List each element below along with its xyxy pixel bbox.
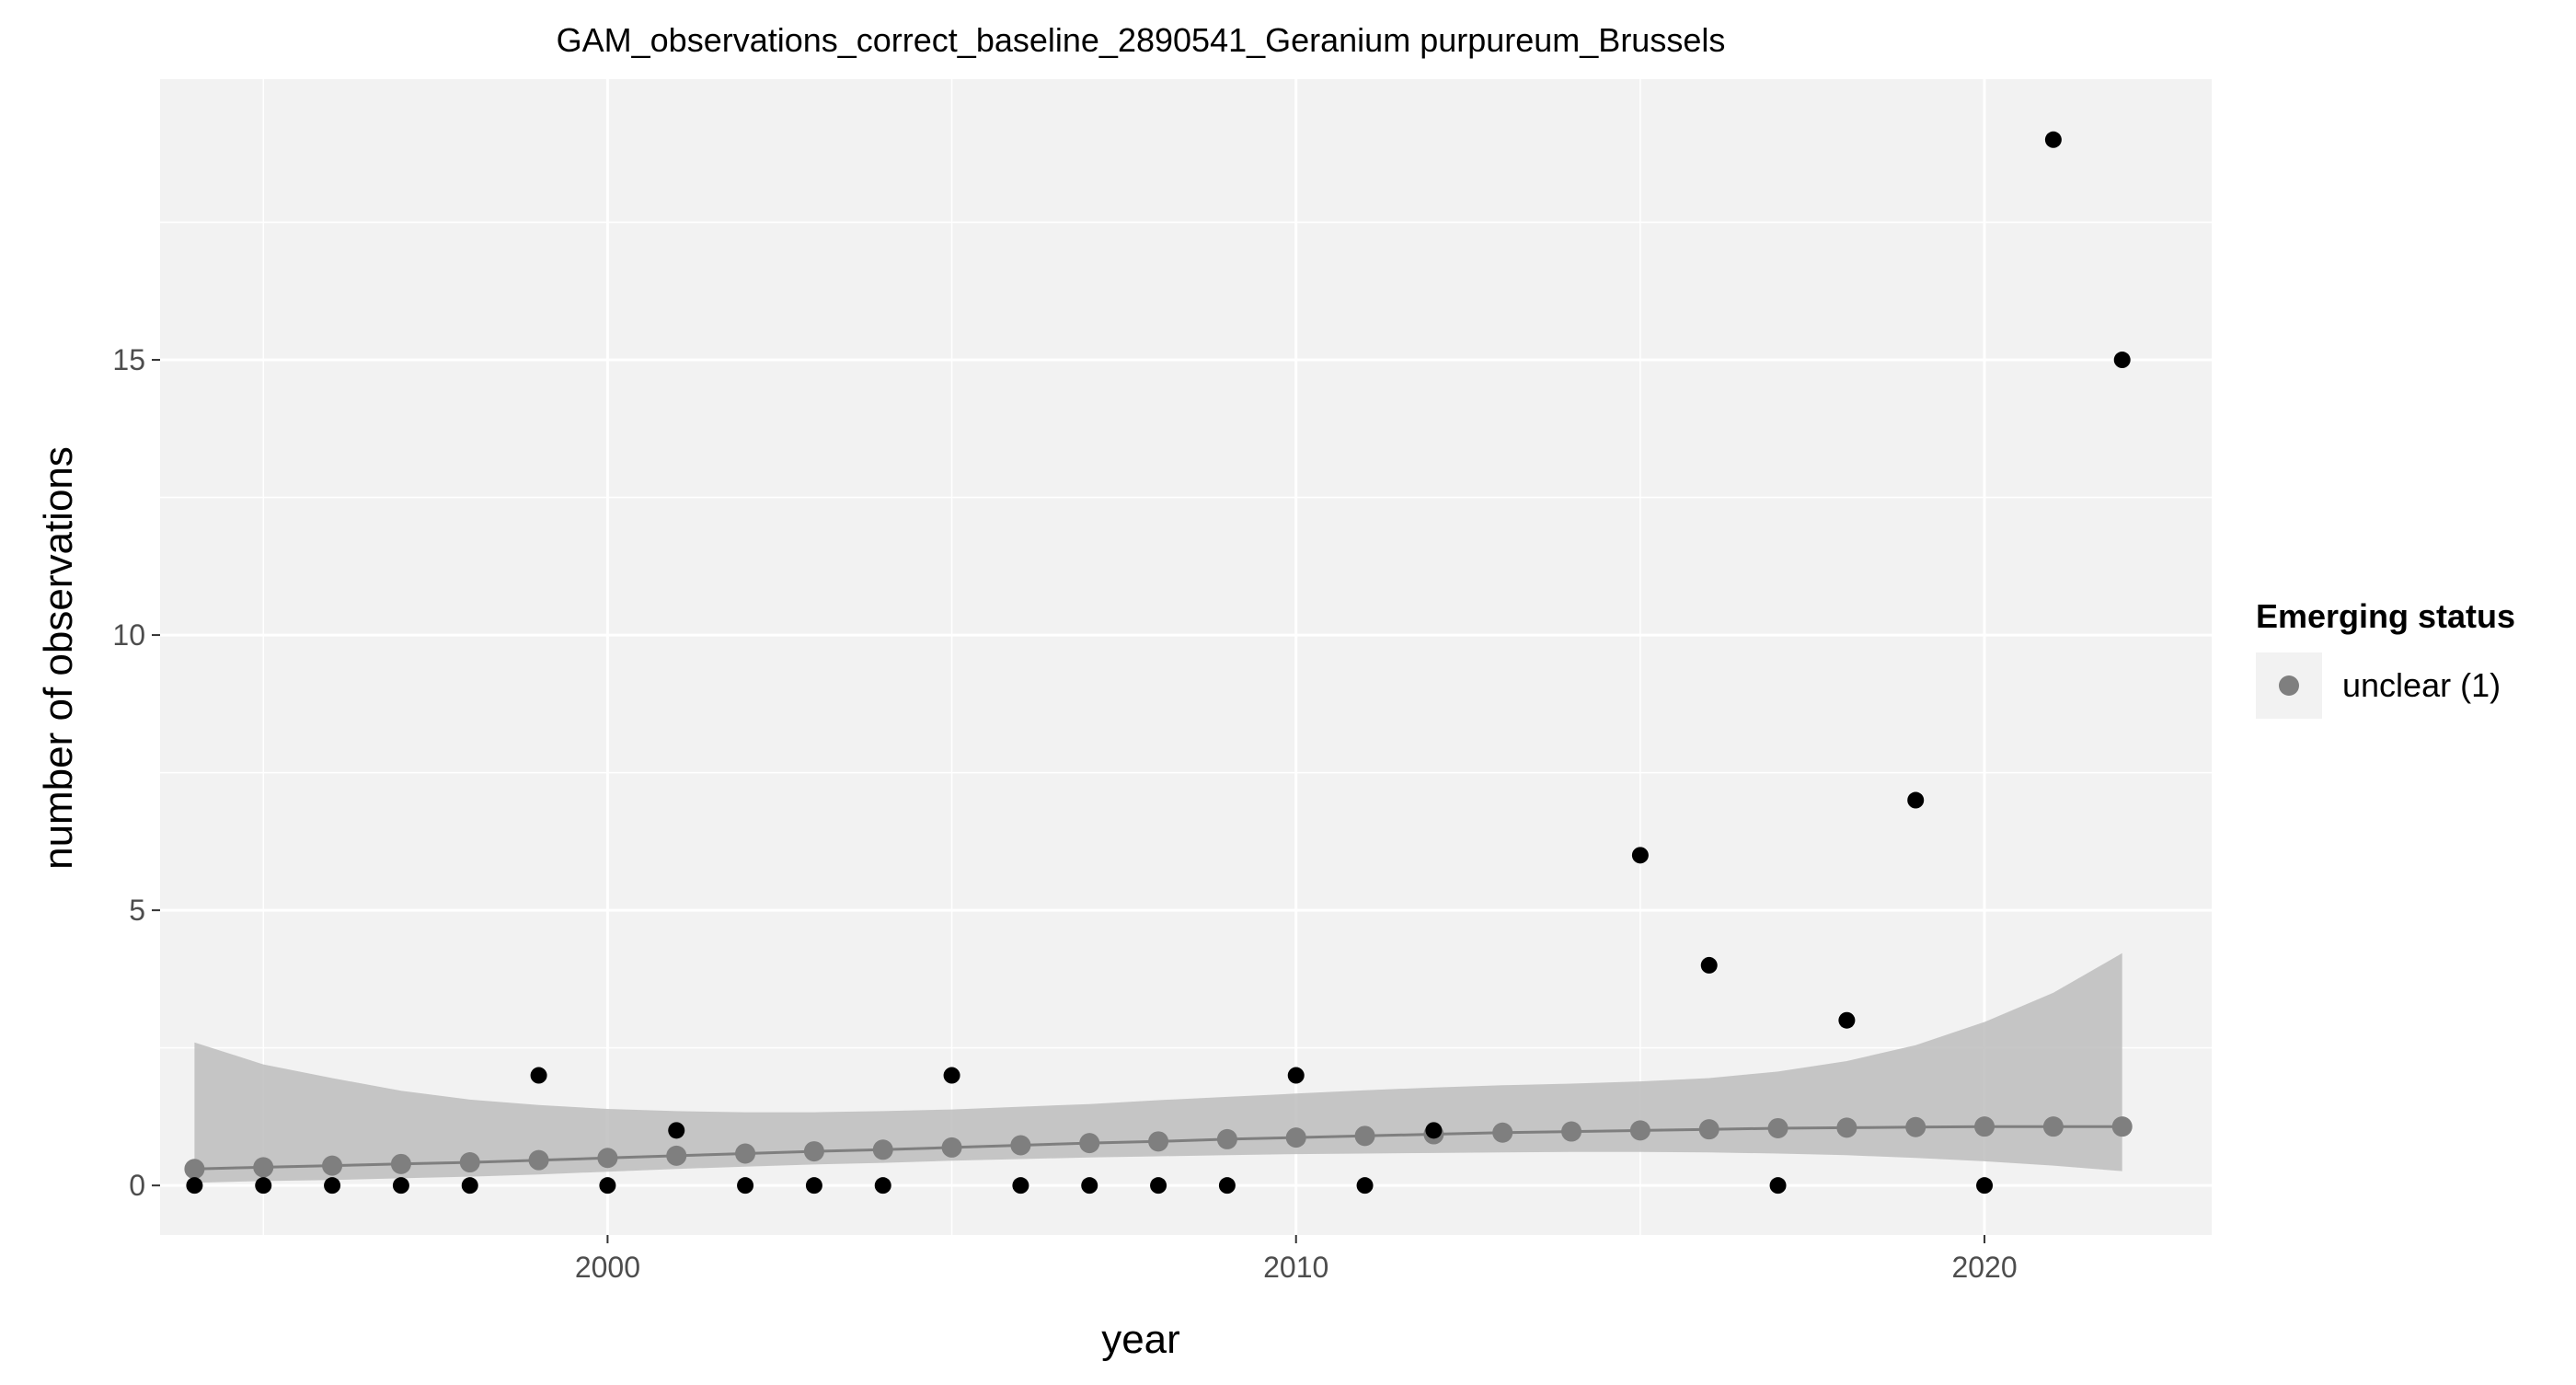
observation-point (599, 1177, 616, 1195)
observation-point (1150, 1177, 1167, 1195)
observation-point (530, 1067, 547, 1084)
fit-point (1905, 1116, 1926, 1137)
legend: Emerging status unclear (1) (2256, 597, 2515, 719)
observation-point (324, 1177, 341, 1195)
fit-point (253, 1157, 274, 1178)
legend-label-unclear: unclear (1) (2342, 666, 2501, 704)
observation-point (1700, 956, 1718, 974)
observation-point (2113, 352, 2131, 369)
fit-point (528, 1149, 549, 1171)
fit-point (1148, 1131, 1169, 1152)
observation-point (1356, 1177, 1374, 1195)
fit-point (1285, 1127, 1306, 1148)
plot-panel (160, 79, 2212, 1235)
legend-key-unclear (2279, 675, 2299, 696)
observation-points-layer (186, 131, 2131, 1195)
y-axis-title: number of observations (36, 446, 81, 870)
observation-point (668, 1122, 685, 1139)
legend-title: Emerging status (2256, 597, 2515, 635)
fit-point (1561, 1121, 1582, 1142)
observation-point (737, 1177, 754, 1195)
observation-point (2044, 131, 2062, 148)
observation-point (1218, 1177, 1236, 1195)
fit-point (1974, 1116, 1995, 1137)
fit-point (2111, 1116, 2133, 1137)
fit-point (322, 1155, 343, 1176)
observation-point (805, 1177, 822, 1195)
fit-point (1079, 1133, 1100, 1154)
fit-point (1354, 1125, 1375, 1147)
observation-point (1838, 1011, 1856, 1029)
x-tick-label: 2000 (575, 1251, 640, 1284)
y-tick-label: 15 (112, 343, 145, 376)
fit-point (1836, 1117, 1857, 1138)
y-tick-label: 5 (129, 894, 145, 927)
fit-point (2042, 1116, 2064, 1137)
observation-point (1976, 1177, 1994, 1195)
x-tick-label: 2010 (1263, 1251, 1328, 1284)
observation-point (874, 1177, 891, 1195)
y-tick-label: 0 (129, 1169, 145, 1202)
observation-point (1631, 847, 1649, 864)
fit-point (1629, 1120, 1650, 1141)
fit-point (1767, 1117, 1788, 1138)
fit-point (1010, 1135, 1031, 1156)
fit-point (1698, 1119, 1719, 1140)
observation-point (1012, 1177, 1029, 1195)
fit-point (459, 1152, 480, 1173)
fit-point (735, 1143, 756, 1164)
fit-point (666, 1145, 687, 1166)
observation-point (1769, 1177, 1787, 1195)
fit-point (390, 1153, 411, 1174)
x-axis-title: year (1101, 1317, 1180, 1362)
observation-point (255, 1177, 272, 1195)
observation-point (1287, 1067, 1305, 1084)
observation-point (392, 1177, 409, 1195)
fit-point (1492, 1122, 1513, 1143)
fit-point (872, 1139, 893, 1160)
observation-point (1907, 791, 1925, 809)
panel-background (160, 79, 2212, 1235)
observation-point (1425, 1122, 1443, 1139)
y-tick-label: 10 (112, 618, 145, 652)
fit-line-layer (184, 1116, 2133, 1180)
fit-point (184, 1159, 205, 1180)
x-tick-label: 2020 (1951, 1251, 2017, 1284)
axes-layer: 2000 2010 2020 0 5 10 15 (112, 343, 2017, 1284)
chart-title: GAM_observations_correct_baseline_289054… (557, 21, 1726, 59)
fit-point (803, 1141, 824, 1162)
observation-point (461, 1177, 478, 1195)
fit-point (941, 1137, 962, 1158)
observation-point (943, 1067, 960, 1084)
fit-point (597, 1148, 618, 1169)
observation-point (186, 1177, 203, 1195)
fit-point (1216, 1128, 1237, 1149)
observation-point (1081, 1177, 1098, 1195)
